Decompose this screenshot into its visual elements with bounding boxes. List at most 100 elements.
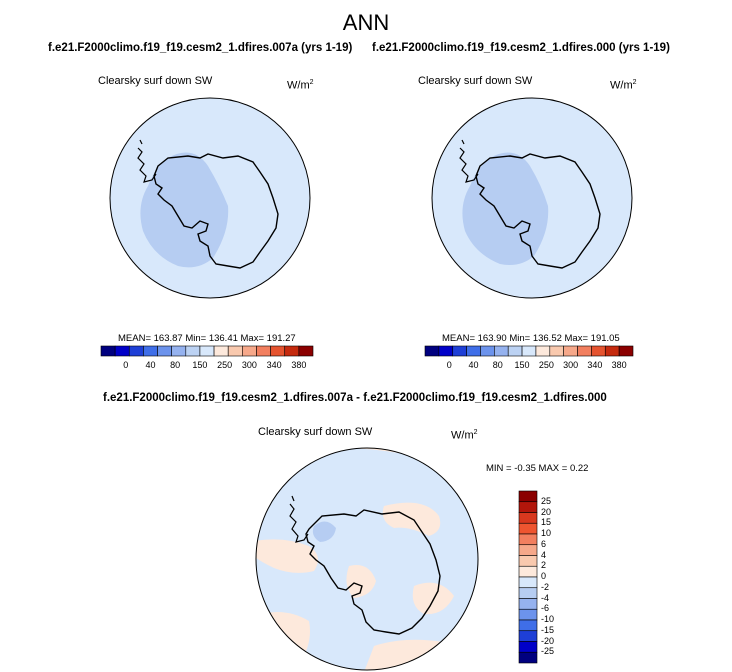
colorbar-swatch <box>518 598 538 610</box>
colorbar-swatch <box>549 345 564 357</box>
diff-units-label: W/m2 <box>451 429 478 442</box>
colorbar-swatch <box>466 345 481 357</box>
colorbar-swatch <box>563 345 578 357</box>
colorbar-swatch <box>270 345 286 357</box>
colorbar-tick-label: 6 <box>541 538 547 549</box>
antarctica-coastline <box>153 153 279 269</box>
colorbar-swatch <box>199 345 215 357</box>
colorbar-swatch <box>521 345 537 357</box>
colorbar-tick-label: -2 <box>541 581 550 592</box>
colorbar-tick-label: 80 <box>492 360 503 370</box>
colorbar-tick-label: 250 <box>538 360 554 370</box>
diff-positive-region <box>256 539 318 573</box>
colorbar-swatch <box>518 565 538 578</box>
colorbar-swatch <box>480 345 495 357</box>
colorbar-swatch <box>518 641 538 653</box>
colorbar-tick-label: 20 <box>541 506 552 517</box>
panel2-colorbar-labels: 0 40 80 150 250 300 340 380 <box>424 360 634 374</box>
map-field-contour <box>140 152 229 268</box>
panel2-variable-label: Clearsky surf down SW <box>418 75 533 87</box>
colorbar-swatch <box>171 345 187 357</box>
south-america-tip <box>291 495 295 502</box>
colorbar-swatch <box>438 345 454 357</box>
colorbar-tick-label: -6 <box>541 603 550 614</box>
antarctic-peninsula-outline <box>459 147 479 183</box>
colorbar-swatch <box>518 501 538 513</box>
panel2-colorbar <box>424 345 634 357</box>
colorbar-tick-label: 0 <box>123 360 129 370</box>
colorbar-swatch <box>143 345 158 357</box>
diff-minmax: MIN = -0.35 MAX = 0.22 <box>486 463 589 474</box>
colorbar-swatch <box>298 345 314 357</box>
colorbar-tick-label: 15 <box>541 517 552 528</box>
map-border <box>255 447 479 671</box>
colorbar-swatch <box>518 512 538 524</box>
antarctica-coastline <box>305 509 441 635</box>
colorbar-tick-label: 340 <box>587 360 603 370</box>
panel2-case-title: f.e21.F2000climo.f19_f19.cesm2_1.dfires.… <box>372 42 670 54</box>
panel2-polar-map <box>431 97 633 299</box>
colorbar-swatch <box>494 345 509 357</box>
colorbar-tick-label: 0 <box>446 360 452 370</box>
colorbar-tick-label: 2 <box>541 560 547 571</box>
colorbar-tick-label: 0 <box>541 571 547 581</box>
colorbar-swatch <box>128 345 144 357</box>
colorbar-swatch <box>518 576 538 589</box>
diff-colorbar <box>518 490 538 664</box>
map-field-contour <box>462 152 549 265</box>
diff-variable-label: Clearsky surf down SW <box>258 426 373 438</box>
antarctic-peninsula-outline <box>137 147 157 183</box>
colorbar-swatch <box>518 555 538 567</box>
colorbar-tick-label: 10 <box>541 528 552 538</box>
colorbar-swatch <box>242 345 257 357</box>
colorbar-tick-label: 80 <box>170 360 181 370</box>
colorbar-tick-label: 150 <box>192 360 208 370</box>
colorbar-swatch <box>518 533 538 546</box>
panel1-stats: MEAN= 163.87 Min= 136.41 Max= 191.27 <box>118 333 296 344</box>
colorbar-swatch <box>185 345 201 357</box>
colorbar-swatch <box>518 630 538 642</box>
colorbar-tick-label: 380 <box>611 360 627 370</box>
colorbar-swatch <box>100 345 116 357</box>
colorbar-swatch <box>284 345 300 357</box>
panel1-units-label: W/m2 <box>287 79 314 92</box>
panel1-polar-map <box>109 97 311 299</box>
south-america-tip <box>461 139 465 145</box>
map-border <box>109 97 311 299</box>
colorbar-swatch <box>507 345 523 357</box>
panel1-case-title: f.e21.F2000climo.f19_f19.cesm2_1.dfires.… <box>48 42 353 54</box>
colorbar-swatch <box>518 608 538 621</box>
colorbar-tick-label: 150 <box>514 360 530 370</box>
colorbar-tick-label: 340 <box>266 360 282 370</box>
colorbar-swatch <box>591 345 606 357</box>
south-america-tip <box>139 139 143 145</box>
diff-positive-region <box>346 565 376 598</box>
colorbar-tick-label: 250 <box>217 360 233 370</box>
colorbar-tick-label: 40 <box>468 360 479 370</box>
diff-polar-map <box>255 447 479 671</box>
antarctica-coastline <box>475 153 601 269</box>
colorbar-swatch <box>213 345 229 357</box>
colorbar-swatch <box>518 619 538 632</box>
colorbar-tick-label: -4 <box>541 592 550 603</box>
colorbar-tick-label: -10 <box>541 614 555 624</box>
colorbar-swatch <box>577 345 592 357</box>
colorbar-tick-label: 40 <box>145 360 156 370</box>
colorbar-swatch <box>518 651 538 664</box>
colorbar-swatch <box>518 587 538 599</box>
colorbar-tick-label: 25 <box>541 495 552 506</box>
panel2-stats: MEAN= 163.90 Min= 136.52 Max= 191.05 <box>442 333 620 344</box>
colorbar-swatch <box>604 345 620 357</box>
diff-negative-region <box>312 521 336 542</box>
diff-positive-region <box>256 612 310 670</box>
colorbar-swatch <box>518 490 538 503</box>
colorbar-swatch <box>452 345 467 357</box>
colorbar-tick-label: 380 <box>291 360 307 370</box>
colorbar-swatch <box>518 522 538 535</box>
panel1-colorbar <box>100 345 314 357</box>
colorbar-swatch <box>618 345 634 357</box>
antarctic-peninsula-outline <box>289 503 309 543</box>
colorbar-swatch <box>518 544 538 556</box>
diff-colorbar-labels: 25 20 15 10 6 4 2 0 -2 -4 -6 -10 -15 -20 -25 <box>541 490 581 664</box>
panel1-colorbar-labels: 0 40 80 150 250 300 340 380 <box>100 360 314 374</box>
